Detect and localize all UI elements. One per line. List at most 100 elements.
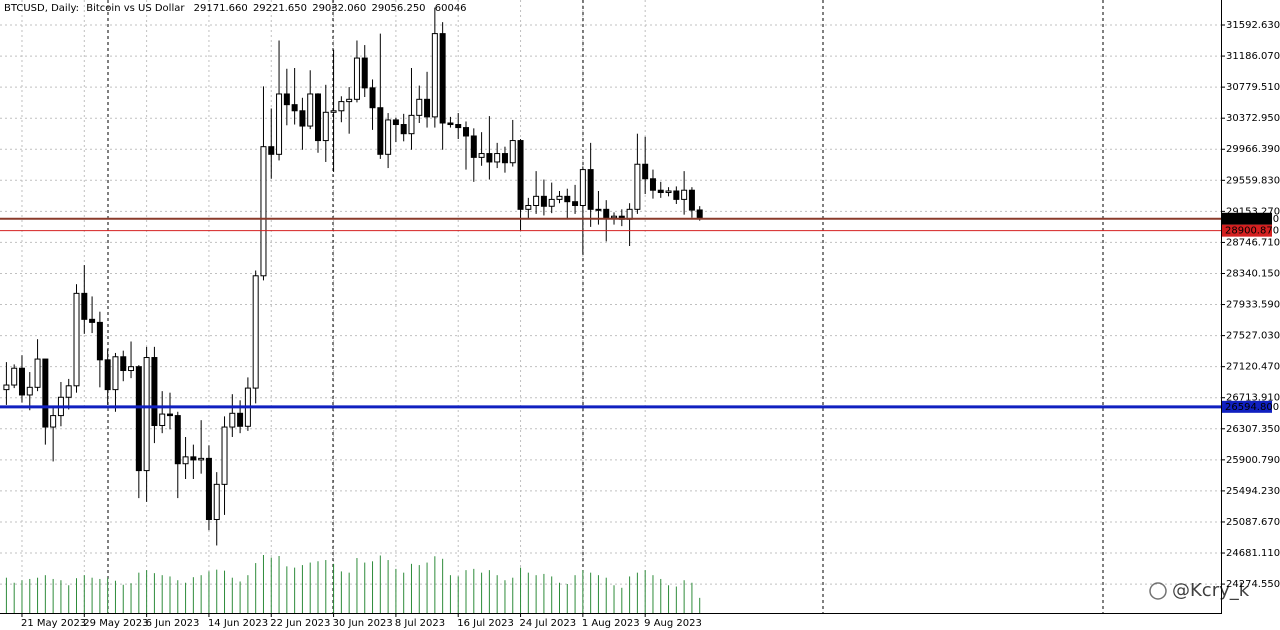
candle-body	[159, 413, 166, 427]
candle-body	[377, 107, 384, 155]
marks	[0, 7, 1221, 613]
y-tick-label: 29966.390	[1226, 144, 1280, 155]
candle-body	[135, 366, 142, 472]
candle-body	[642, 163, 649, 180]
candle-body	[649, 178, 656, 191]
open: 29171.660	[194, 3, 248, 14]
candle-body	[50, 415, 57, 428]
y-tick-label: 28746.710	[1226, 237, 1280, 248]
x-tick-label: 8 Jul 2023	[395, 618, 445, 629]
y-tick-label: 31186.070	[1226, 51, 1280, 62]
candle-body	[174, 415, 181, 465]
y-tick-label: 25087.670	[1226, 517, 1280, 528]
candle-body	[151, 357, 158, 427]
x-tick-label: 22 Jun 2023	[270, 618, 330, 629]
candle-body	[260, 146, 267, 277]
candle-body	[104, 359, 111, 391]
candle-body	[112, 356, 119, 391]
candle-body	[73, 292, 80, 387]
candle-body	[26, 386, 33, 396]
x-tick-label: 29 May 2023	[83, 618, 148, 629]
volume: 60046	[435, 3, 467, 14]
candle-body	[595, 208, 602, 211]
candle-body	[478, 153, 485, 158]
y-tick-label: 24681.110	[1226, 548, 1280, 559]
candle-body	[11, 367, 18, 386]
candle-body	[190, 456, 197, 461]
y-tick-label: 26307.350	[1226, 424, 1280, 435]
candle-body	[385, 119, 392, 155]
candle-body	[128, 366, 135, 372]
y-tick-label: 27933.590	[1226, 300, 1280, 311]
y-tick-label: 27527.030	[1226, 331, 1280, 342]
candle-body	[416, 98, 423, 116]
candle-body	[657, 189, 664, 194]
candle-body	[408, 114, 415, 135]
price-level-label: 26594.800	[1225, 402, 1279, 413]
y-tick-label: 25494.230	[1226, 486, 1280, 497]
axes: 31592.630 31186.070 30779.510 30372.950 2996…	[21, 20, 1280, 629]
x-tick-label: 1 Aug 2023	[582, 618, 640, 629]
candle-body	[603, 208, 610, 219]
candle-body	[447, 122, 454, 126]
candle-body	[299, 110, 306, 127]
candle-body	[120, 356, 127, 372]
candle-body	[276, 93, 283, 155]
candle-body	[572, 201, 579, 207]
candle-body	[439, 33, 446, 124]
candle-body	[634, 163, 641, 210]
candle-body	[252, 275, 259, 389]
candle-body	[182, 456, 189, 465]
candle-body	[431, 33, 438, 118]
candle-body	[18, 367, 25, 396]
candle-body	[494, 153, 501, 163]
y-tick-label: 24274.550	[1226, 579, 1280, 590]
candle-body	[330, 110, 337, 113]
candle-body	[291, 104, 298, 112]
candle-body	[268, 146, 275, 155]
candle-body	[611, 215, 618, 219]
candle-body	[509, 140, 516, 164]
price-level-tag	[1222, 212, 1272, 225]
y-tick-label: 25900.790	[1226, 455, 1280, 466]
candle-body	[626, 208, 633, 220]
x-tick-label: 21 May 2023	[21, 618, 86, 629]
candle-body	[221, 426, 228, 485]
candle-body	[96, 321, 103, 361]
candle-body	[213, 483, 220, 520]
x-tick-label: 9 Aug 2023	[644, 618, 702, 629]
price-level-tag	[1222, 400, 1272, 413]
candle-body	[307, 93, 314, 127]
y-tick-label: 27120.470	[1226, 362, 1280, 373]
chart-info: BTCUSD, Daily: Bitcoin vs US Dollar 2917…	[4, 3, 467, 14]
watermark-group: @Kcry_k	[1149, 580, 1250, 601]
watermark: @Kcry_k	[1172, 580, 1250, 601]
candle-body	[548, 198, 555, 207]
candle-body	[540, 195, 547, 207]
candle-body	[455, 124, 462, 129]
period-separators	[107, 0, 1104, 613]
watermark-icon	[1149, 582, 1167, 600]
price-level-label: 28900.870	[1225, 226, 1279, 237]
candle-body	[237, 412, 244, 427]
candle-body	[315, 93, 321, 142]
candle-body	[688, 189, 695, 211]
price-level-tag	[1222, 224, 1272, 237]
x-tick-label: 30 Jun 2023	[333, 618, 393, 629]
x-tick-label: 16 Jul 2023	[457, 618, 514, 629]
y-tick-label: 28340.150	[1226, 268, 1280, 279]
high: 29221.650	[253, 3, 307, 14]
y-tick-label: 30372.950	[1226, 113, 1280, 124]
candle-body	[361, 57, 368, 89]
candle-body	[696, 209, 703, 220]
candle-body	[42, 358, 49, 428]
candle-body	[501, 153, 508, 164]
candle-body	[424, 98, 431, 118]
candle-body	[517, 140, 524, 210]
candle-body	[579, 169, 586, 207]
candle-body	[587, 169, 594, 210]
candle-body	[486, 153, 493, 163]
